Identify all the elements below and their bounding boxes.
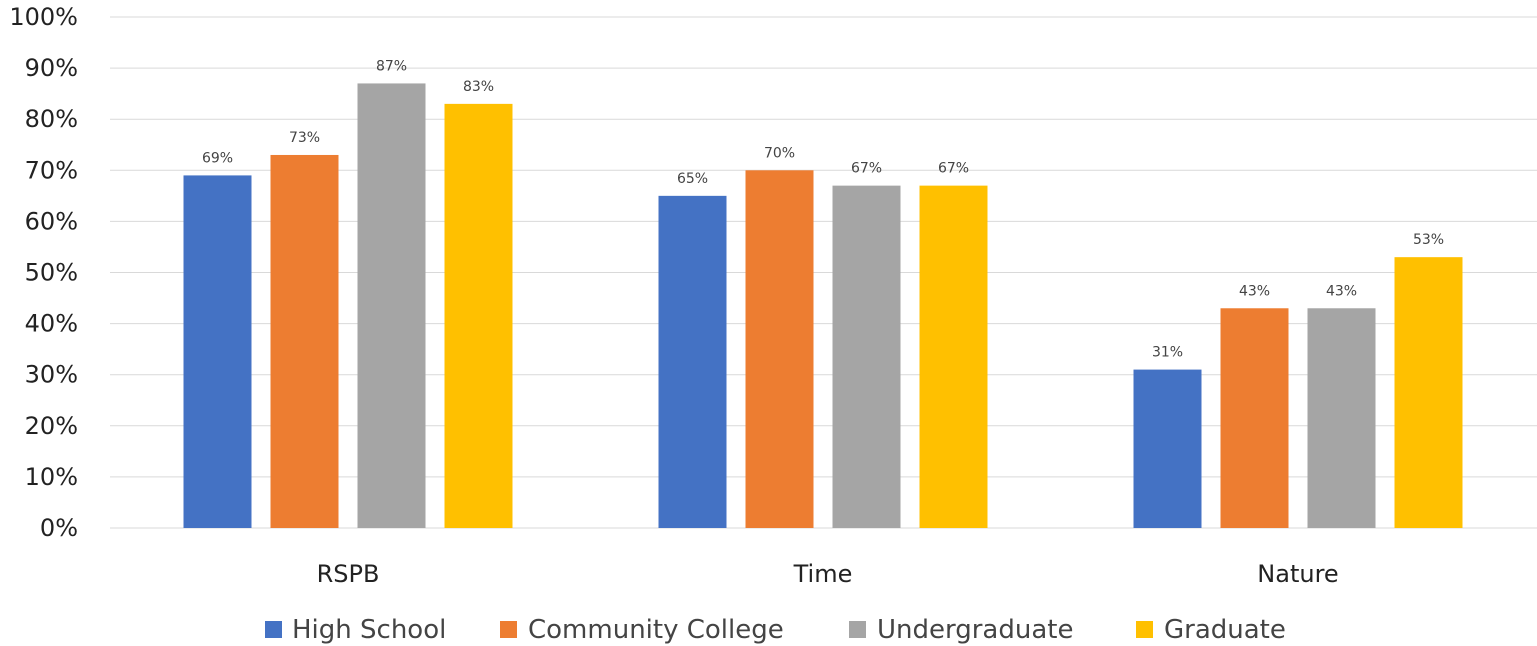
legend-item: Community College — [500, 615, 784, 645]
y-tick-label: 30% — [25, 361, 78, 389]
legend-label: Graduate — [1164, 615, 1286, 645]
y-tick-label: 70% — [25, 156, 78, 184]
data-label: 31% — [1152, 345, 1183, 361]
y-tick-label: 80% — [25, 105, 78, 133]
bar — [1133, 369, 1202, 528]
y-tick-label: 10% — [25, 463, 78, 491]
legend-label: High School — [292, 615, 446, 645]
legend-item: High School — [265, 615, 446, 645]
y-tick-label: 50% — [25, 259, 78, 287]
data-label: 53% — [1413, 232, 1444, 248]
bar — [1220, 308, 1289, 528]
bar — [658, 195, 727, 528]
legend-swatch — [849, 621, 866, 638]
y-tick-label: 100% — [9, 3, 78, 31]
category-label: Nature — [1257, 560, 1338, 588]
data-label: 43% — [1326, 283, 1357, 299]
bars — [183, 83, 1463, 529]
bar — [745, 170, 814, 529]
data-label: 83% — [463, 79, 494, 95]
data-labels: 69% 73% 87% 83% 65% 70% 67% 67% 31% 43% 43% 53% — [202, 58, 1444, 360]
bar — [357, 83, 426, 529]
data-label: 43% — [1239, 283, 1270, 299]
legend: High School Community College Undergraduat… — [265, 615, 1286, 645]
legend-label: Community College — [528, 615, 784, 645]
bar — [832, 185, 901, 528]
y-tick-label: 60% — [25, 207, 78, 235]
legend-item: Graduate — [1136, 615, 1286, 645]
bar — [1394, 257, 1463, 528]
data-label: 65% — [677, 171, 708, 187]
legend-label: Undergraduate — [877, 615, 1073, 645]
category-label: RSPB — [317, 560, 380, 588]
category-label: Time — [793, 560, 853, 588]
y-tick-label: 20% — [25, 412, 78, 440]
legend-swatch — [265, 621, 282, 638]
y-tick-label: 90% — [25, 54, 78, 82]
bar — [919, 185, 988, 528]
legend-item: Undergraduate — [849, 615, 1073, 645]
data-label: 73% — [289, 130, 320, 146]
legend-swatch — [500, 621, 517, 638]
data-label: 69% — [202, 150, 233, 166]
bar — [270, 154, 339, 528]
data-label: 67% — [851, 161, 882, 177]
data-label: 67% — [938, 161, 969, 177]
category-labels: RSPB Time Nature — [317, 560, 1339, 588]
bar — [444, 103, 513, 529]
y-tick-label: 0% — [40, 514, 78, 542]
y-axis-tick-labels: 0% 10% 20% 30% 40% 50% 60% 70% 80% 90% 100% — [9, 3, 78, 542]
data-label: 87% — [376, 58, 407, 74]
gridlines — [110, 16, 1537, 529]
bar — [183, 175, 252, 528]
data-label: 70% — [764, 145, 795, 161]
legend-swatch — [1136, 621, 1153, 638]
y-tick-label: 40% — [25, 310, 78, 338]
bar — [1307, 308, 1376, 528]
